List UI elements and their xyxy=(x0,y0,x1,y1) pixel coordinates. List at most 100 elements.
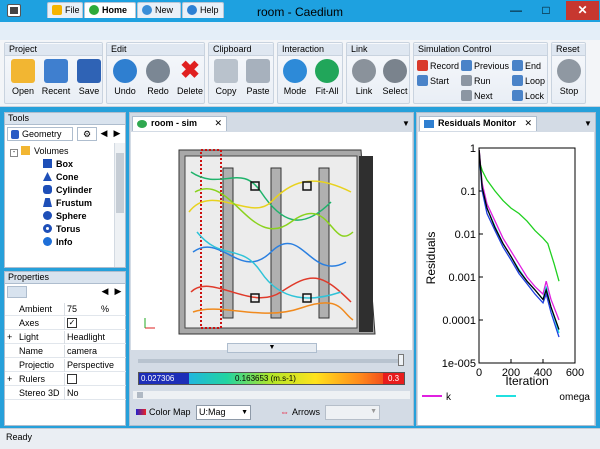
link-icon xyxy=(352,59,376,83)
residuals-menu-icon[interactable]: ▼ xyxy=(584,119,592,128)
loop-button[interactable]: Loop xyxy=(512,75,545,88)
frustum-icon xyxy=(43,198,52,207)
close-tab-icon[interactable]: ✕ xyxy=(524,118,532,128)
previous-icon xyxy=(461,60,472,71)
tab-scroll-right[interactable]: ▶ xyxy=(113,128,121,138)
flow-icon xyxy=(137,120,147,128)
tab-help[interactable]: Help xyxy=(182,2,224,18)
delete-button[interactable]: ✖ Delete xyxy=(176,57,203,97)
prop-ambient[interactable]: Ambient 75% xyxy=(5,303,126,316)
tree-item-volumes[interactable]: - Volumes xyxy=(10,145,69,158)
collapse-icon[interactable]: - xyxy=(10,149,18,157)
tab-residuals-monitor[interactable]: Residuals Monitor ✕ xyxy=(419,116,537,131)
hscroll-thumb[interactable] xyxy=(137,392,143,398)
viewport-menu-icon[interactable]: ▼ xyxy=(402,119,410,128)
stop-button[interactable]: Stop xyxy=(554,58,584,103)
expand-icon[interactable]: + xyxy=(7,374,13,384)
app-icon[interactable] xyxy=(7,4,21,17)
maximize-icon[interactable]: □ xyxy=(542,3,550,17)
rulers-checkbox[interactable] xyxy=(67,374,77,384)
mode-button[interactable]: Mode xyxy=(280,58,310,103)
tree-item-box[interactable]: Box xyxy=(43,158,73,171)
tab-new[interactable]: New xyxy=(137,2,181,18)
cone-icon xyxy=(43,172,52,181)
mode-icon xyxy=(283,59,307,83)
select-button[interactable]: Select xyxy=(380,58,410,103)
start-button[interactable]: Start xyxy=(417,75,449,88)
x-tick-label: 600 xyxy=(566,367,584,379)
tree-item-cylinder[interactable]: Cylinder xyxy=(43,184,92,197)
home-icon xyxy=(89,5,99,15)
prop-stereo[interactable]: Stereo 3D No xyxy=(5,387,126,400)
axes-checkbox[interactable]: ✓ xyxy=(67,318,77,328)
end-button[interactable]: End xyxy=(512,60,541,73)
tree-item-torus[interactable]: Torus xyxy=(43,223,80,236)
props-scroll-left[interactable]: ◀ xyxy=(101,286,109,296)
lock-button[interactable]: Lock xyxy=(512,90,544,103)
tree-item-info[interactable]: Info xyxy=(43,236,73,249)
close-icon[interactable]: ✕ xyxy=(566,1,599,20)
prop-projection[interactable]: Projectio Perspective xyxy=(5,359,126,372)
group-interaction: Interaction Mode Fit-All xyxy=(277,42,343,104)
select-icon xyxy=(383,59,407,83)
tree-item-cone[interactable]: Cone xyxy=(43,171,79,184)
arrows-label: ⇔ Arrows xyxy=(280,407,321,417)
y-axis-label: Residuals xyxy=(424,232,438,285)
prop-light[interactable]: + Light Headlight xyxy=(5,331,126,344)
prop-rulers[interactable]: + Rulers xyxy=(5,373,126,386)
tab-scroll-left[interactable]: ◀ xyxy=(100,128,108,138)
chevron-down-icon: ▼ xyxy=(241,409,248,416)
camera-icon[interactable] xyxy=(7,286,27,298)
tree-item-sphere[interactable]: Sphere xyxy=(43,210,87,223)
close-tab-icon[interactable]: ✕ xyxy=(214,118,222,128)
properties-title: Properties xyxy=(5,272,125,284)
color-map-select[interactable]: U:Mag ▼ xyxy=(196,405,251,420)
series-line-unnamed-4 xyxy=(478,149,560,330)
chevron-down-icon: ▼ xyxy=(370,408,377,415)
loop-icon xyxy=(512,75,523,86)
sphere-icon xyxy=(43,211,52,220)
tab-home[interactable]: Home xyxy=(84,2,136,18)
open-button[interactable]: Open xyxy=(8,58,38,103)
copy-button[interactable]: Copy xyxy=(211,58,241,103)
props-scroll-right[interactable]: ▶ xyxy=(114,286,122,296)
tab-other[interactable]: ⚙ xyxy=(77,127,97,141)
tab-room-sim[interactable]: room - sim ✕ xyxy=(132,116,227,131)
prop-axes[interactable]: Axes ✓ xyxy=(5,317,126,330)
view-hscrollbar[interactable] xyxy=(133,391,410,399)
menu-bar xyxy=(0,22,600,40)
x-tick-label: 0 xyxy=(476,367,482,379)
group-simulation-control: Simulation Control Record Previous End S… xyxy=(413,42,548,104)
record-button[interactable]: Record xyxy=(417,60,459,73)
time-slider-track[interactable] xyxy=(138,359,404,363)
redo-button[interactable]: Redo xyxy=(143,58,173,103)
prop-name[interactable]: Name camera xyxy=(5,345,126,358)
recent-button[interactable]: Recent xyxy=(41,58,71,103)
minimize-icon[interactable]: — xyxy=(510,3,522,17)
3d-view[interactable] xyxy=(131,132,412,350)
arrows-select[interactable]: ▼ xyxy=(325,405,380,420)
copy-icon xyxy=(214,59,238,83)
tools-scroll-thumb[interactable] xyxy=(116,153,124,213)
series-line-unnamed-3 xyxy=(478,152,560,338)
tab-geometry[interactable]: Geometry xyxy=(7,127,73,141)
expand-icon[interactable]: + xyxy=(7,332,13,342)
link-button[interactable]: Link xyxy=(349,58,379,103)
record-icon xyxy=(417,60,428,71)
undo-button[interactable]: Undo xyxy=(110,58,140,103)
fit-all-button[interactable]: Fit-All xyxy=(312,58,342,103)
save-button[interactable]: Save xyxy=(74,58,104,103)
status-text: Ready xyxy=(6,432,33,442)
color-map-label: Color Map xyxy=(136,405,191,419)
tools-scrollbar[interactable] xyxy=(114,143,125,267)
lock-icon xyxy=(512,90,523,101)
tree-item-frustum[interactable]: Frustum xyxy=(43,197,92,210)
collapse-panel-button[interactable]: ▼ xyxy=(227,343,317,353)
time-slider-thumb[interactable] xyxy=(398,354,404,366)
run-button[interactable]: Run xyxy=(461,75,491,88)
open-folder-icon xyxy=(11,59,35,83)
previous-button[interactable]: Previous xyxy=(461,60,509,73)
paste-button[interactable]: Paste xyxy=(243,58,273,103)
next-button[interactable]: Next xyxy=(461,90,493,103)
tab-file[interactable]: File xyxy=(47,2,83,18)
